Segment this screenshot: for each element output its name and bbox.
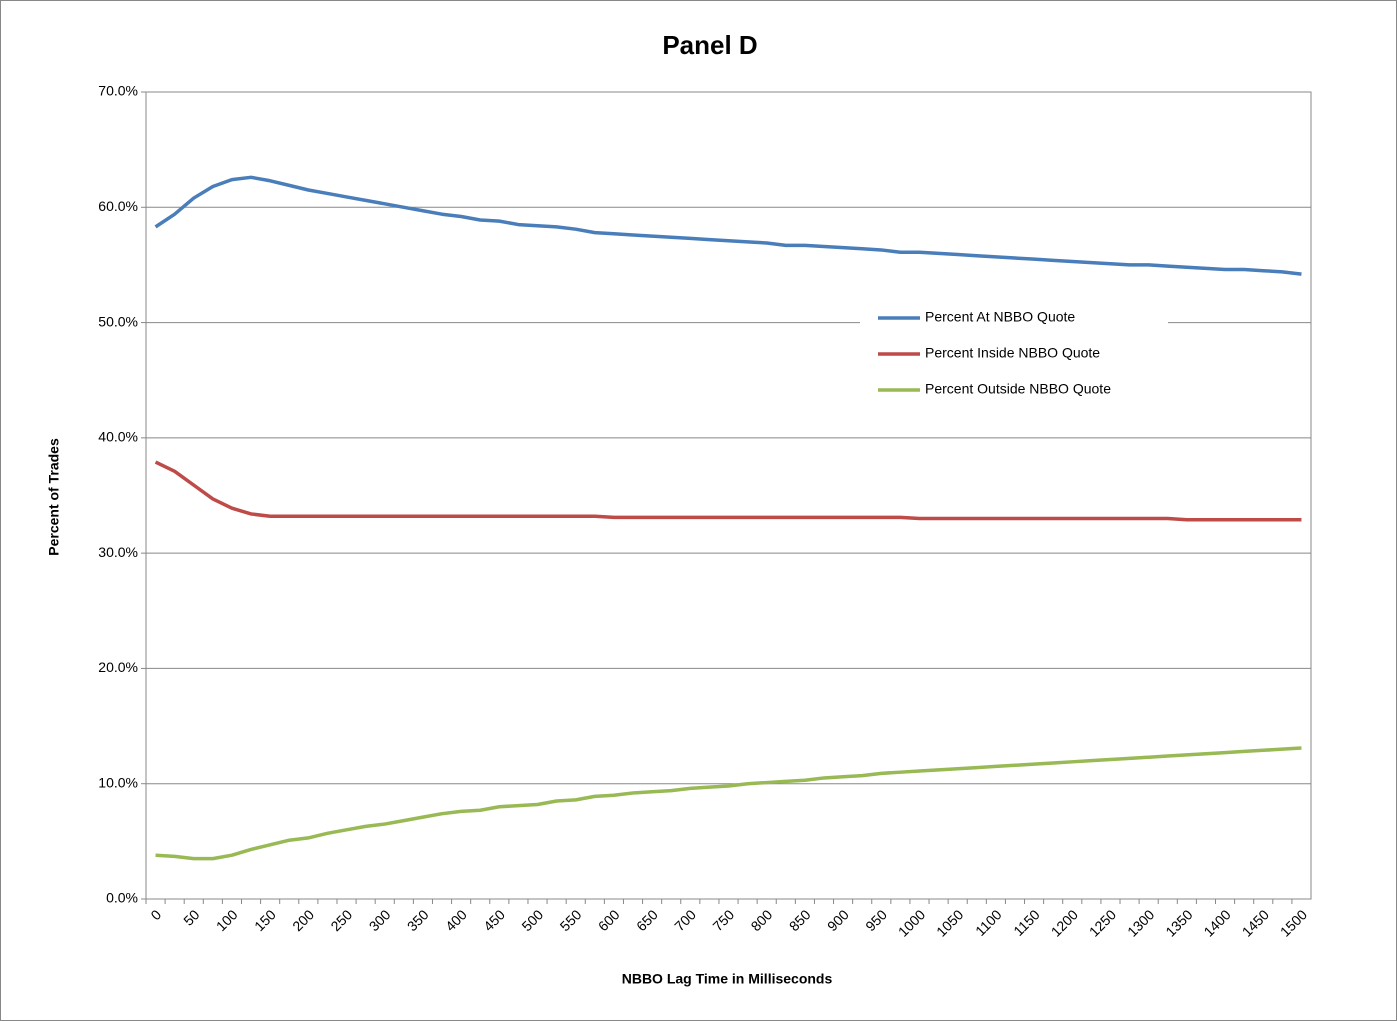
y-tick-label: 20.0% — [98, 659, 138, 675]
series-line — [155, 746, 1302, 861]
legend-label: Percent Inside NBBO Quote — [925, 345, 1100, 361]
series-line — [154, 175, 1302, 276]
y-tick-label: 60.0% — [98, 198, 138, 214]
chart-title: Panel D — [662, 30, 757, 60]
legend-label: Percent Outside NBBO Quote — [925, 381, 1111, 397]
series-line — [154, 460, 1302, 522]
y-tick-label: 10.0% — [98, 774, 138, 790]
legend-label: Percent At NBBO Quote — [925, 309, 1075, 325]
y-tick-label: 30.0% — [98, 544, 138, 560]
plot-area — [145, 91, 1312, 900]
y-axis-title: Percent of Trades — [46, 438, 62, 556]
y-tick-label: 40.0% — [98, 429, 138, 445]
x-axis-title: NBBO Lag Time in Milliseconds — [622, 971, 833, 987]
y-tick-label: 50.0% — [98, 313, 138, 329]
y-tick-label: 70.0% — [98, 83, 138, 99]
y-tick-label: 0.0% — [106, 890, 138, 906]
